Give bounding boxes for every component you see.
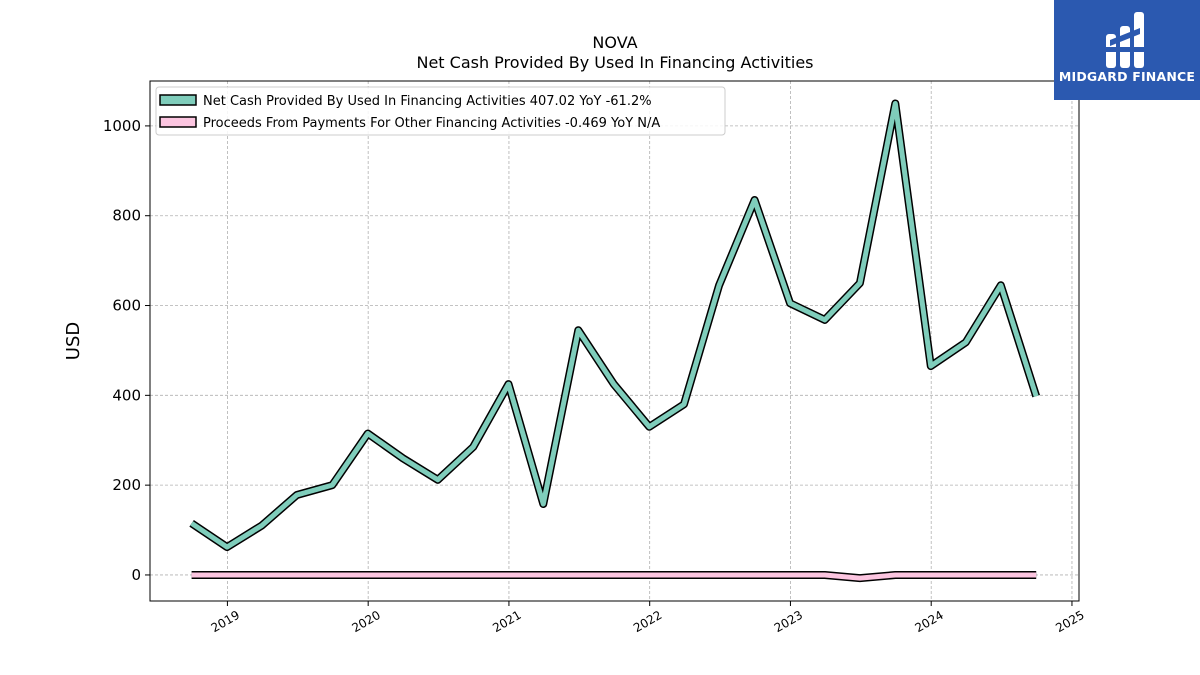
x-tick-label: 2021	[490, 608, 523, 635]
y-tick-label: 200	[112, 476, 141, 494]
series-outline-0	[189, 99, 1041, 552]
legend-label-1: Proceeds From Payments For Other Financi…	[203, 116, 660, 131]
midgard-logo-icon	[1104, 12, 1146, 68]
x-tick-label: 2025	[1053, 608, 1086, 635]
axes: 2019 2020 2021 2022 2023 2024 2025 0 200 400 600 80…	[63, 117, 1087, 635]
x-tick-label: 2023	[772, 608, 805, 635]
legend-label-0: Net Cash Provided By Used In Financing A…	[203, 94, 652, 109]
series-line-0	[190, 101, 1039, 550]
y-tick-label: 800	[112, 207, 141, 225]
grid-lines	[150, 81, 1079, 601]
series-line-1	[191, 572, 1037, 581]
y-tick-label: 400	[112, 386, 141, 404]
legend-box	[155, 86, 726, 136]
logo-text: MIDGARD FINANCE	[1058, 69, 1196, 84]
legend-swatch-1	[159, 116, 197, 128]
y-axis-label: USD	[63, 322, 84, 360]
legend-swatch-0	[159, 94, 197, 106]
series-layer	[189, 99, 1041, 583]
y-tick-label: 600	[112, 297, 141, 315]
logo: MIDGARD FINANCE	[1054, 0, 1200, 100]
x-tick-label: 2019	[209, 608, 242, 635]
chart-title: NOVA	[592, 33, 638, 52]
y-tick-label: 0	[131, 566, 141, 584]
y-tick-label: 1000	[103, 117, 141, 135]
x-tick-label: 2024	[912, 608, 945, 635]
chart-subtitle: Net Cash Provided By Used In Financing A…	[416, 53, 814, 72]
x-tick-label: 2020	[349, 608, 382, 635]
plot-frame	[149, 80, 1080, 602]
legend: Net Cash Provided By Used In Financing A…	[155, 86, 726, 136]
x-tick-label: 2022	[631, 608, 664, 635]
